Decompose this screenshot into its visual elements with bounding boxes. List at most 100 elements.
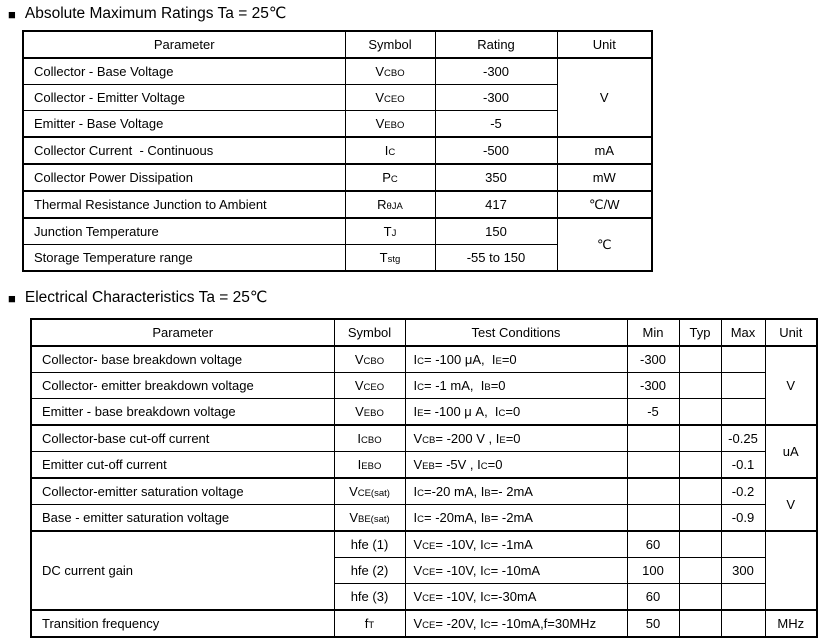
parameter-cell: Emitter - Base Voltage [22,110,346,138]
symbol-cell: VEBO [344,110,436,138]
table-row: Base - emitter saturation voltage VBE(sat… [30,504,817,532]
text-segment: I [413,510,418,525]
text-segment: V [349,484,358,499]
text-segment: V [413,457,423,472]
rating-cell: -55 to 150 [434,244,558,272]
text-segment: = -10mA,f=30MHz [490,616,597,631]
table-row: Collector - Base Voltage VCBO -300 V [22,57,653,138]
subscript-text: E [417,408,424,419]
parameter-cell: Collector Power Dissipation [22,163,346,192]
subscript-text: C [417,514,424,525]
subscript-text: CE [422,620,436,631]
text-segment: I [357,457,362,472]
subscript-text: CBO [363,356,385,367]
conditions-cell: IE= -100 μ A, IC=0 [404,398,628,426]
conditions-cell: VCE= -20V, IC= -10mA,f=30MHz [404,609,628,638]
max-cell: -0.1 [720,451,766,479]
subscript-text: B [484,382,491,393]
square-bullet-icon: ■ [8,290,16,306]
parameter-cell: DC current gain [30,530,335,611]
subscript-text: CE(sat) [357,488,390,499]
text-segment: = -200 V , [435,431,496,446]
text-segment: = -10mA [490,563,541,578]
header-row: Parameter Symbol Rating Unit [22,30,653,59]
symbol-cell: VCEO [344,84,436,111]
symbol-cell: VEBO [333,398,406,426]
symbol-cell: ICBO [333,424,406,452]
column-header: Min [626,318,680,347]
subscript-text: CE [422,593,436,604]
min-cell [626,504,680,532]
subscript-text: CBO [361,435,382,446]
max-cell [720,583,766,611]
subscript-text: CBO [384,68,405,79]
min-cell: -300 [626,345,680,373]
max-cell: -0.9 [720,504,766,532]
max-cell: 300 [720,557,766,584]
conditions-cell: IC= -100 μA, IE=0 [404,345,628,373]
subscript-text: CEO [384,94,405,105]
table-row: hfe (2) VCE= -10V, IC= -10mA 100 300 [31,557,817,584]
min-cell [626,424,680,452]
text-segment: I [480,510,485,525]
text-segment: = -10V, [435,563,481,578]
conditions-cell: VCB= -200 V , IE=0 [404,424,628,452]
text-segment: =0 [487,457,503,472]
symbol-cell: VCEO [333,372,406,399]
symbol-cell: Tstg [344,244,436,272]
typ-cell [678,557,722,584]
text-segment: I [494,404,499,419]
table-head: Parameter Symbol Test Conditions Min Typ Max U… [30,318,818,347]
text-segment: I [477,457,481,472]
conditions-cell: VCE= -10V, IC= -1mA [404,530,628,558]
table-row: Emitter cut-off current IEBO VEB= -5V , IC… [30,451,817,479]
text-segment: V [413,537,423,552]
column-header: Test Conditions [404,318,628,347]
symbol-cell: VBE(sat) [333,504,406,532]
max-cell [720,609,766,638]
subscript-text: J [391,228,397,239]
table-body: Collector- base breakdown voltage VCBO IC=… [30,345,818,638]
text-segment: I [413,484,418,499]
min-cell: 50 [626,609,680,638]
subscript-text: CE [422,567,436,578]
rating-cell: -5 [434,110,558,138]
subscript-text: C [390,174,398,185]
text-segment: V [413,589,423,604]
text-segment: V [375,116,385,131]
column-header: Max [720,318,766,347]
subscript-text: B [484,488,491,499]
text-segment: I [480,484,485,499]
parameter-cell: Emitter cut-off current [30,451,335,479]
subscript-text: C [483,541,491,552]
parameter-cell: Collector- emitter breakdown voltage [30,372,335,399]
table-row: Collector- base breakdown voltage VCBO IC=… [30,345,818,426]
text-segment: P [382,170,391,185]
text-segment: hfe (3) [350,589,389,604]
text-segment: =0 [505,404,521,419]
unit-cell [764,530,818,611]
parameter-cell: Storage Temperature range [22,244,346,272]
symbol-cell: RθJA [344,190,436,219]
table-row: Junction Temperature TJ 150 ℃ [22,217,653,272]
parameter-cell: Collector - Base Voltage [22,57,346,85]
symbol-cell: fT [333,609,406,638]
text-segment: =0 [505,431,521,446]
subscript-text: E [499,435,506,446]
rating-cell: 150 [434,217,558,245]
text-segment: = -1 mA, [424,378,481,393]
column-header: Typ [678,318,722,347]
text-segment: V [354,378,364,393]
table-body: Collector - Base Voltage VCBO -300 V Collect… [22,57,653,272]
typ-cell [678,345,722,373]
table-row: Emitter - base breakdown voltage VEBO IE= … [30,398,817,426]
subscript-text: C [483,593,491,604]
text-segment: = -20mA, [424,510,481,525]
subscript-text: EBO [361,461,382,472]
table-row: Transition frequency fT VCE= -20V, IC= -10… [30,609,818,638]
subscript-text: C [417,488,424,499]
conditions-cell: IC=-20 mA, IB=- 2mA [404,477,628,505]
min-cell [626,451,680,479]
text-segment: I [480,563,484,578]
max-cell [720,398,766,426]
